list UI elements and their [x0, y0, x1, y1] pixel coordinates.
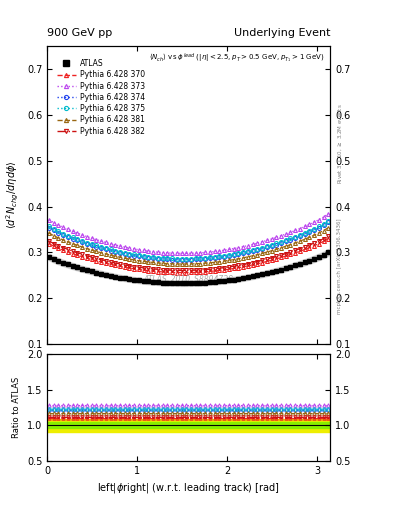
Pythia 6.428 382 [141, 265, 146, 271]
ATLAS [136, 278, 141, 284]
ATLAS [226, 277, 231, 283]
Line: Pythia 6.428 373: Pythia 6.428 373 [47, 212, 330, 255]
Pythia 6.428 370 [326, 236, 331, 242]
Line: Pythia 6.428 382: Pythia 6.428 382 [47, 234, 330, 272]
Pythia 6.428 381 [141, 258, 146, 264]
Pythia 6.428 375 [179, 255, 184, 262]
Pythia 6.428 370 [226, 266, 231, 272]
Y-axis label: Ratio to ATLAS: Ratio to ATLAS [12, 377, 21, 438]
Pythia 6.428 375 [127, 250, 132, 257]
Pythia 6.428 370 [179, 269, 184, 275]
Line: Pythia 6.428 374: Pythia 6.428 374 [47, 220, 330, 262]
Text: 900 GeV pp: 900 GeV pp [47, 28, 112, 38]
Pythia 6.428 381 [127, 256, 132, 262]
Pythia 6.428 374 [141, 254, 146, 260]
Pythia 6.428 375 [118, 248, 122, 254]
Pythia 6.428 373 [136, 247, 141, 253]
Legend: ATLAS, Pythia 6.428 370, Pythia 6.428 373, Pythia 6.428 374, Pythia 6.428 375, P: ATLAS, Pythia 6.428 370, Pythia 6.428 37… [54, 56, 148, 139]
Pythia 6.428 382 [179, 267, 184, 273]
Pythia 6.428 373 [127, 245, 132, 251]
ATLAS [326, 249, 331, 255]
Pythia 6.428 375 [136, 252, 141, 258]
ATLAS [47, 254, 51, 260]
Pythia 6.428 374 [136, 253, 141, 260]
Pythia 6.428 370 [136, 266, 141, 272]
Pythia 6.428 373 [141, 247, 146, 253]
Pythia 6.428 374 [127, 251, 132, 258]
Pythia 6.428 382 [47, 238, 51, 244]
Pythia 6.428 382 [94, 255, 99, 262]
ATLAS [118, 274, 122, 281]
Pythia 6.428 382 [326, 233, 331, 239]
ATLAS [179, 280, 184, 286]
Line: Pythia 6.428 381: Pythia 6.428 381 [47, 226, 330, 266]
Pythia 6.428 370 [127, 265, 132, 271]
Pythia 6.428 374 [226, 253, 231, 259]
Pythia 6.428 382 [226, 264, 231, 270]
Pythia 6.428 373 [326, 211, 331, 217]
Pythia 6.428 381 [179, 261, 184, 267]
Y-axis label: $\langle d^2 N_{chg}/d\eta d\phi \rangle$: $\langle d^2 N_{chg}/d\eta d\phi \rangle… [5, 161, 21, 229]
Text: ATLAS_2010_S8894728: ATLAS_2010_S8894728 [143, 274, 234, 283]
Pythia 6.428 375 [141, 253, 146, 259]
Line: Pythia 6.428 375: Pythia 6.428 375 [47, 219, 330, 261]
Pythia 6.428 375 [226, 252, 231, 258]
Text: $\langle N_{ch}\rangle$ vs $\phi^{lead}$ ($|\eta| < 2.5$, $p_T > 0.5$ GeV, $p_{T: $\langle N_{ch}\rangle$ vs $\phi^{lead}$… [149, 52, 325, 66]
Pythia 6.428 381 [136, 258, 141, 264]
X-axis label: left$|\phi$right$|$ (w.r.t. leading track) [rad]: left$|\phi$right$|$ (w.r.t. leading trac… [97, 481, 280, 495]
Pythia 6.428 374 [179, 257, 184, 263]
Pythia 6.428 374 [118, 250, 122, 256]
Pythia 6.428 373 [118, 243, 122, 249]
Pythia 6.428 382 [118, 261, 122, 267]
Pythia 6.428 375 [94, 242, 99, 248]
Line: ATLAS: ATLAS [47, 250, 330, 285]
ATLAS [141, 278, 146, 284]
Pythia 6.428 382 [136, 264, 141, 270]
Pythia 6.428 370 [47, 241, 51, 247]
Pythia 6.428 370 [141, 267, 146, 273]
Pythia 6.428 374 [326, 219, 331, 225]
Pythia 6.428 382 [127, 263, 132, 269]
Pythia 6.428 375 [326, 218, 331, 224]
Text: Rivet 3.1.10, $\geq$ 3.2M events: Rivet 3.1.10, $\geq$ 3.2M events [336, 103, 344, 184]
Pythia 6.428 381 [326, 225, 331, 231]
Pythia 6.428 373 [226, 246, 231, 252]
Pythia 6.428 381 [47, 230, 51, 236]
ATLAS [94, 269, 99, 275]
Pythia 6.428 381 [94, 248, 99, 254]
Pythia 6.428 381 [226, 258, 231, 264]
Pythia 6.428 373 [94, 237, 99, 243]
Pythia 6.428 375 [47, 223, 51, 229]
Pythia 6.428 381 [118, 254, 122, 260]
Pythia 6.428 374 [47, 225, 51, 231]
Pythia 6.428 370 [118, 263, 122, 269]
ATLAS [127, 276, 132, 282]
Text: Underlying Event: Underlying Event [233, 28, 330, 38]
Pythia 6.428 374 [94, 244, 99, 250]
Pythia 6.428 370 [94, 258, 99, 264]
Pythia 6.428 373 [179, 250, 184, 257]
Pythia 6.428 373 [47, 217, 51, 223]
Line: Pythia 6.428 370: Pythia 6.428 370 [47, 237, 330, 274]
Text: mcplots.cern.ch [arXiv:1306.3436]: mcplots.cern.ch [arXiv:1306.3436] [338, 219, 342, 314]
